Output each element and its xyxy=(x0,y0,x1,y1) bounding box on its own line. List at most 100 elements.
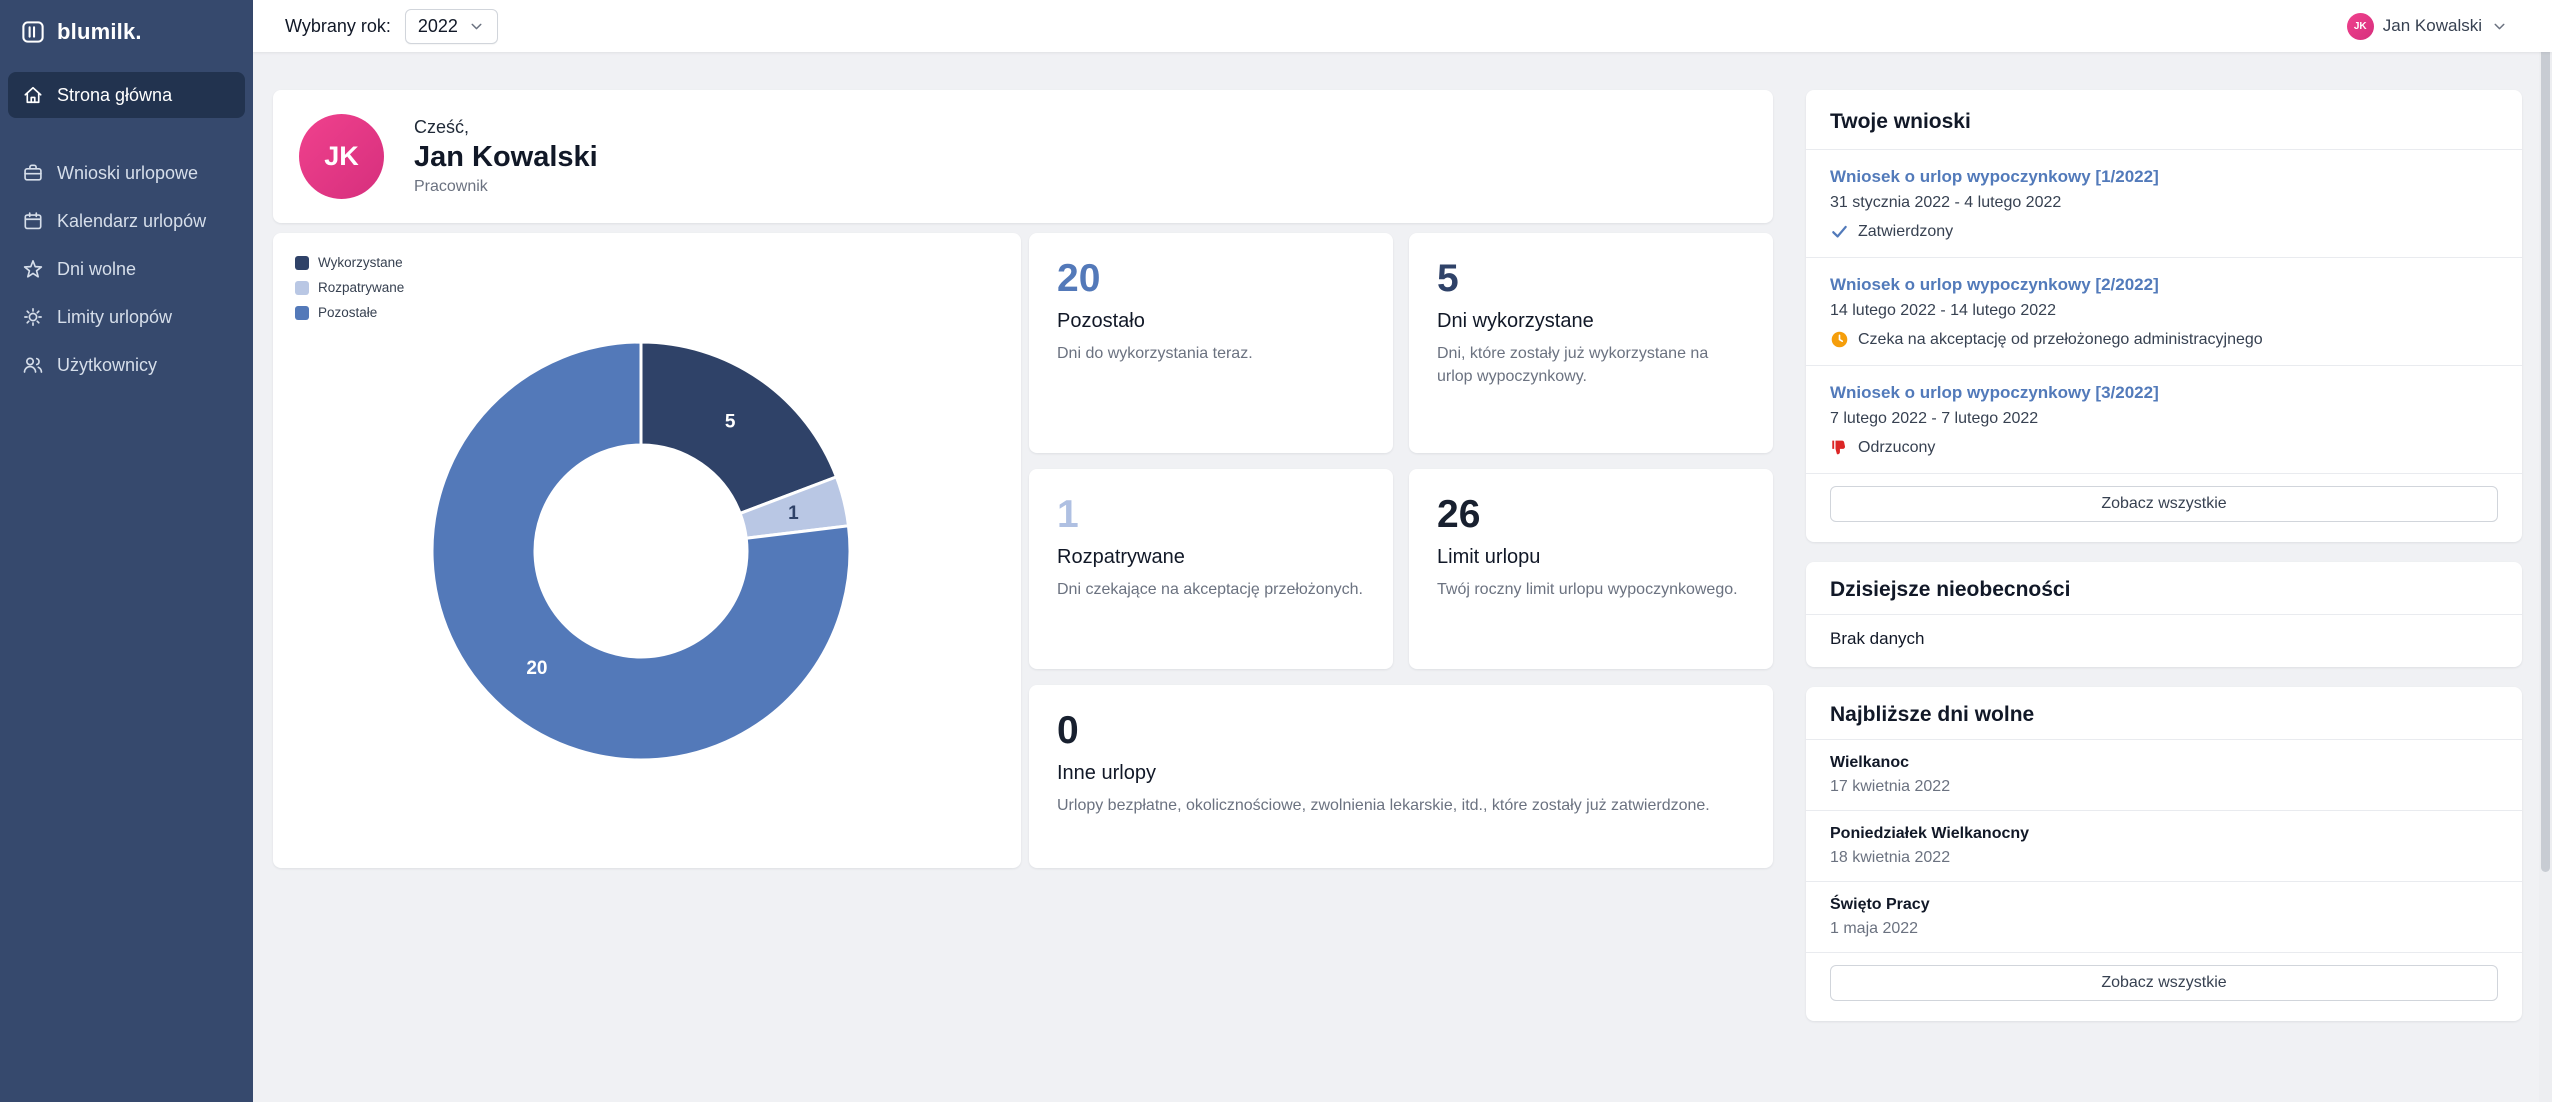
holiday-item: Poniedziałek Wielkanocny 18 kwietnia 202… xyxy=(1806,811,2522,882)
empty-state-text: Brak danych xyxy=(1830,629,1925,648)
button-row: Zobacz wszystkie xyxy=(1806,953,2522,1021)
status-text: Czeka na akceptację od przełożonego admi… xyxy=(1858,330,2263,348)
stat-label: Limit urlopu xyxy=(1437,545,1541,568)
legend-swatch xyxy=(295,305,309,320)
absences-panel: Dzisiejsze nieobecności Brak danych xyxy=(1806,562,2522,667)
sidebar-item-label: Dni wolne xyxy=(57,258,137,279)
sidebar-nav: Strona główna Wnioski urlopowe Kalendarz… xyxy=(0,64,253,396)
dashboard-row: Wykorzystane Rozpatrywane Pozostałe 5 1 20 xyxy=(273,233,1773,868)
sidebar-item-kalendarz-urlopow[interactable]: Kalendarz urlopów xyxy=(8,198,245,244)
request-dates: 7 lutego 2022 - 7 lutego 2022 xyxy=(1830,410,2039,427)
stat-description: Twój roczny limit urlopu wypoczynkowego. xyxy=(1437,580,1738,598)
stat-card-limit-urlopu: 26 Limit urlopu Twój roczny limit urlopu… xyxy=(1409,469,1773,669)
request-item: Wniosek o urlop wypoczynkowy [3/2022] 7 … xyxy=(1806,366,2522,474)
vacation-donut-chart-card: Wykorzystane Rozpatrywane Pozostałe 5 1 20 xyxy=(273,233,1021,868)
year-label: Wybrany rok: xyxy=(285,15,391,36)
user-full-name: Jan Kowalski xyxy=(414,141,598,173)
greeting: Cześć, xyxy=(414,117,470,137)
sidebar: blumilk. Strona główna Wnioski urlopowe xyxy=(0,0,253,1102)
see-all-holidays-button[interactable]: Zobacz wszystkie xyxy=(1830,965,2498,1001)
users-icon xyxy=(22,354,44,376)
content: JK Cześć, Jan Kowalski Pracownik Wykorzy… xyxy=(253,52,2552,1102)
legend-swatch xyxy=(295,280,309,295)
status-text: Odrzucony xyxy=(1858,438,1936,456)
panel-title: Najbliższe dni wolne xyxy=(1830,703,2035,726)
sidebar-item-uzytkownicy[interactable]: Użytkownicy xyxy=(8,342,245,388)
legend-item: Rozpatrywane xyxy=(295,280,404,295)
stat-card-inne-urlopy: 0 Inne urlopy Urlopy bezpłatne, okoliczn… xyxy=(1029,685,1773,868)
sidebar-item-wnioski-urlopowe[interactable]: Wnioski urlopowe xyxy=(8,150,245,196)
stat-label: Pozostało xyxy=(1057,309,1145,332)
donut-segment-label: 20 xyxy=(526,658,547,679)
request-dates: 31 stycznia 2022 - 4 lutego 2022 xyxy=(1830,194,2062,211)
stat-description: Dni, które zostały już wykorzystane na u… xyxy=(1437,344,1709,386)
sidebar-item-strona-glowna[interactable]: Strona główna xyxy=(8,72,245,118)
sidebar-item-label: Użytkownicy xyxy=(57,354,158,375)
sidebar-item-dni-wolne[interactable]: Dni wolne xyxy=(8,246,245,292)
request-status: Odrzucony xyxy=(1830,438,2498,457)
sidebar-item-label: Limity urlopów xyxy=(57,306,173,327)
legend-label: Wykorzystane xyxy=(318,255,403,270)
sidebar-item-label: Strona główna xyxy=(57,84,173,105)
main-area: Wybrany rok: 2022 JK Jan Kowalski JK Cze… xyxy=(253,0,2552,1102)
chevron-down-icon xyxy=(2491,18,2508,35)
sidebar-item-label: Wnioski urlopowe xyxy=(57,162,199,183)
avatar: JK xyxy=(299,114,384,199)
button-row: Zobacz wszystkie xyxy=(1806,474,2522,542)
divider xyxy=(1806,614,2522,615)
user-name: Jan Kowalski xyxy=(2382,16,2482,35)
check-icon xyxy=(1830,222,1849,241)
donut-chart: 5 1 20 xyxy=(430,340,852,762)
blumilk-logo-icon xyxy=(20,19,46,45)
star-icon xyxy=(22,258,44,280)
scrollbar[interactable] xyxy=(2539,0,2552,1102)
stat-description: Urlopy bezpłatne, okolicznościowe, zwoln… xyxy=(1057,796,1710,814)
briefcase-icon xyxy=(22,162,44,184)
thumbs-down-icon xyxy=(1830,438,1849,457)
year-picker: Wybrany rok: 2022 xyxy=(285,8,498,44)
request-link[interactable]: Wniosek o urlop wypoczynkowy [1/2022] xyxy=(1830,167,2159,186)
sidebar-item-limity-urlopow[interactable]: Limity urlopów xyxy=(8,294,245,340)
legend-label: Rozpatrywane xyxy=(318,280,405,295)
chevron-down-icon xyxy=(468,18,485,35)
stat-value: 20 xyxy=(1057,257,1101,300)
sidebar-item-label: Kalendarz urlopów xyxy=(57,210,207,231)
sun-icon xyxy=(22,306,44,328)
stat-value: 26 xyxy=(1437,493,1481,536)
stat-label: Inne urlopy xyxy=(1057,761,1156,784)
see-all-requests-button[interactable]: Zobacz wszystkie xyxy=(1830,486,2498,522)
request-status: Czeka na akceptację od przełożonego admi… xyxy=(1830,330,2498,349)
year-select[interactable]: 2022 xyxy=(404,8,498,44)
request-link[interactable]: Wniosek o urlop wypoczynkowy [2/2022] xyxy=(1830,275,2159,294)
holiday-item: Wielkanoc 17 kwietnia 2022 xyxy=(1806,740,2522,811)
dashboard-left-column: JK Cześć, Jan Kowalski Pracownik Wykorzy… xyxy=(273,90,1773,1102)
stat-description: Dni do wykorzystania teraz. xyxy=(1057,344,1253,362)
calendar-icon xyxy=(22,210,44,232)
scrollbar-thumb[interactable] xyxy=(2541,2,2550,872)
donut-segment-label: 1 xyxy=(788,503,799,524)
stat-card-dni-wykorzystane: 5 Dni wykorzystane Dni, które zostały ju… xyxy=(1409,233,1773,453)
stat-label: Rozpatrywane xyxy=(1057,545,1185,568)
user-menu[interactable]: JK Jan Kowalski xyxy=(2346,12,2508,40)
holiday-name: Wielkanoc xyxy=(1830,754,1909,771)
welcome-card: JK Cześć, Jan Kowalski Pracownik xyxy=(273,90,1773,223)
holiday-date: 1 maja 2022 xyxy=(1830,920,1919,937)
logo-text: blumilk. xyxy=(57,19,142,44)
stat-value: 1 xyxy=(1057,493,1079,536)
avatar: JK xyxy=(2346,12,2374,40)
legend-item: Pozostałe xyxy=(295,305,404,320)
stat-label: Dni wykorzystane xyxy=(1437,309,1594,332)
home-icon xyxy=(22,84,44,106)
request-item: Wniosek o urlop wypoczynkowy [1/2022] 31… xyxy=(1806,150,2522,258)
logo[interactable]: blumilk. xyxy=(0,0,253,64)
user-role: Pracownik xyxy=(414,178,488,195)
divider xyxy=(1806,149,2522,150)
panel-title: Dzisiejsze nieobecności xyxy=(1830,578,2071,601)
stat-value: 0 xyxy=(1057,709,1079,752)
donut-segment-label: 5 xyxy=(725,411,736,432)
legend-item: Wykorzystane xyxy=(295,255,404,270)
request-status: Zatwierdzony xyxy=(1830,222,2498,241)
stats-grid: 20 Pozostało Dni do wykorzystania teraz.… xyxy=(1029,233,1773,868)
request-link[interactable]: Wniosek o urlop wypoczynkowy [3/2022] xyxy=(1830,383,2159,402)
